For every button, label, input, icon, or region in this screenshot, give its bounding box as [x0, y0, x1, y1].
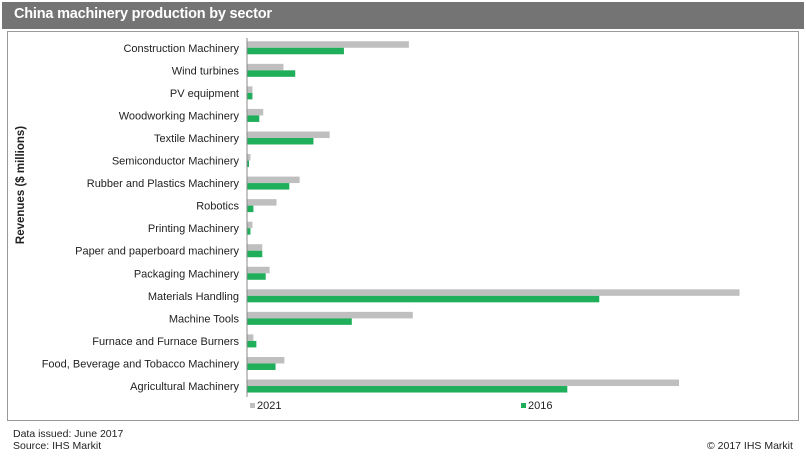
category-label: Packaging Machinery — [134, 268, 240, 280]
legend-label-2016: 2016 — [528, 400, 552, 412]
bar-2016 — [247, 183, 290, 190]
category-labels: Construction Machinery Wind turbines PV eq… — [42, 43, 240, 393]
bar-2021 — [247, 289, 740, 296]
bar-2021 — [247, 334, 254, 341]
category-label: Agricultural Machinery — [130, 381, 239, 393]
category-label: Paper and paperboard machinery — [75, 246, 239, 258]
category-label: Semiconductor Machinery — [112, 156, 240, 168]
bar-2021 — [247, 244, 263, 251]
source-note: Source: IHS Markit — [13, 440, 102, 452]
category-label: Woodworking Machinery — [119, 110, 240, 122]
bar-2016 — [247, 47, 344, 55]
category-label: Furnace and Furnace Burners — [92, 336, 239, 348]
bar-2016 — [247, 386, 568, 393]
bar-2016 — [247, 295, 600, 303]
y-axis-label: Revenues ($ millions) — [15, 126, 27, 244]
category-label: Food, Beverage and Tobacco Machinery — [42, 358, 240, 370]
bar-2016 — [247, 340, 257, 348]
legend-swatch-2016 — [521, 403, 526, 408]
title-bar: China machinery production by sector — [2, 2, 804, 29]
category-label: PV equipment — [170, 88, 239, 100]
bar-2021 — [247, 154, 251, 161]
plot-area — [7, 31, 799, 421]
bar-2016 — [247, 70, 296, 77]
category-label: Printing Machinery — [148, 223, 240, 235]
category-label: Robotics — [196, 201, 239, 213]
bar-2016 — [247, 205, 254, 213]
legend: 2021 2016 — [250, 400, 552, 412]
bar-2021 — [247, 108, 264, 116]
bar-2021 — [247, 199, 277, 206]
bar-2021 — [247, 131, 330, 138]
bar-2021 — [247, 379, 679, 387]
bar-2016 — [247, 363, 276, 370]
bar-2016 — [247, 160, 249, 168]
legend-label-2021: 2021 — [257, 400, 281, 412]
bar-2016 — [247, 318, 352, 325]
category-label: Wind turbines — [172, 65, 240, 77]
bar-2016 — [247, 115, 260, 122]
data-issued-note: Data issued: June 2017 — [13, 428, 124, 440]
bar-2016 — [247, 92, 253, 100]
bar-2021 — [247, 63, 284, 71]
category-label: Machine Tools — [169, 313, 240, 325]
bar-2021 — [247, 221, 253, 229]
bar-2021 — [247, 176, 300, 184]
copyright-note: © 2017 IHS Markit — [707, 440, 793, 452]
bar-2016 — [247, 137, 314, 145]
bar-2016 — [247, 250, 263, 258]
bar-group — [247, 41, 740, 393]
category-label: Materials Handling — [148, 291, 239, 303]
chart-title: China machinery production by sector — [14, 6, 272, 22]
bar-2021 — [247, 266, 270, 274]
bar-2021 — [247, 356, 285, 364]
bar-2016 — [247, 228, 251, 235]
category-label: Textile Machinery — [154, 133, 239, 145]
bar-2021 — [247, 311, 413, 319]
category-label: Construction Machinery — [123, 43, 239, 55]
bar-2021 — [247, 41, 409, 48]
bar-2016 — [247, 273, 266, 280]
legend-swatch-2021 — [250, 403, 255, 408]
category-label: Rubber and Plastics Machinery — [87, 178, 240, 190]
bar-2021 — [247, 86, 253, 93]
